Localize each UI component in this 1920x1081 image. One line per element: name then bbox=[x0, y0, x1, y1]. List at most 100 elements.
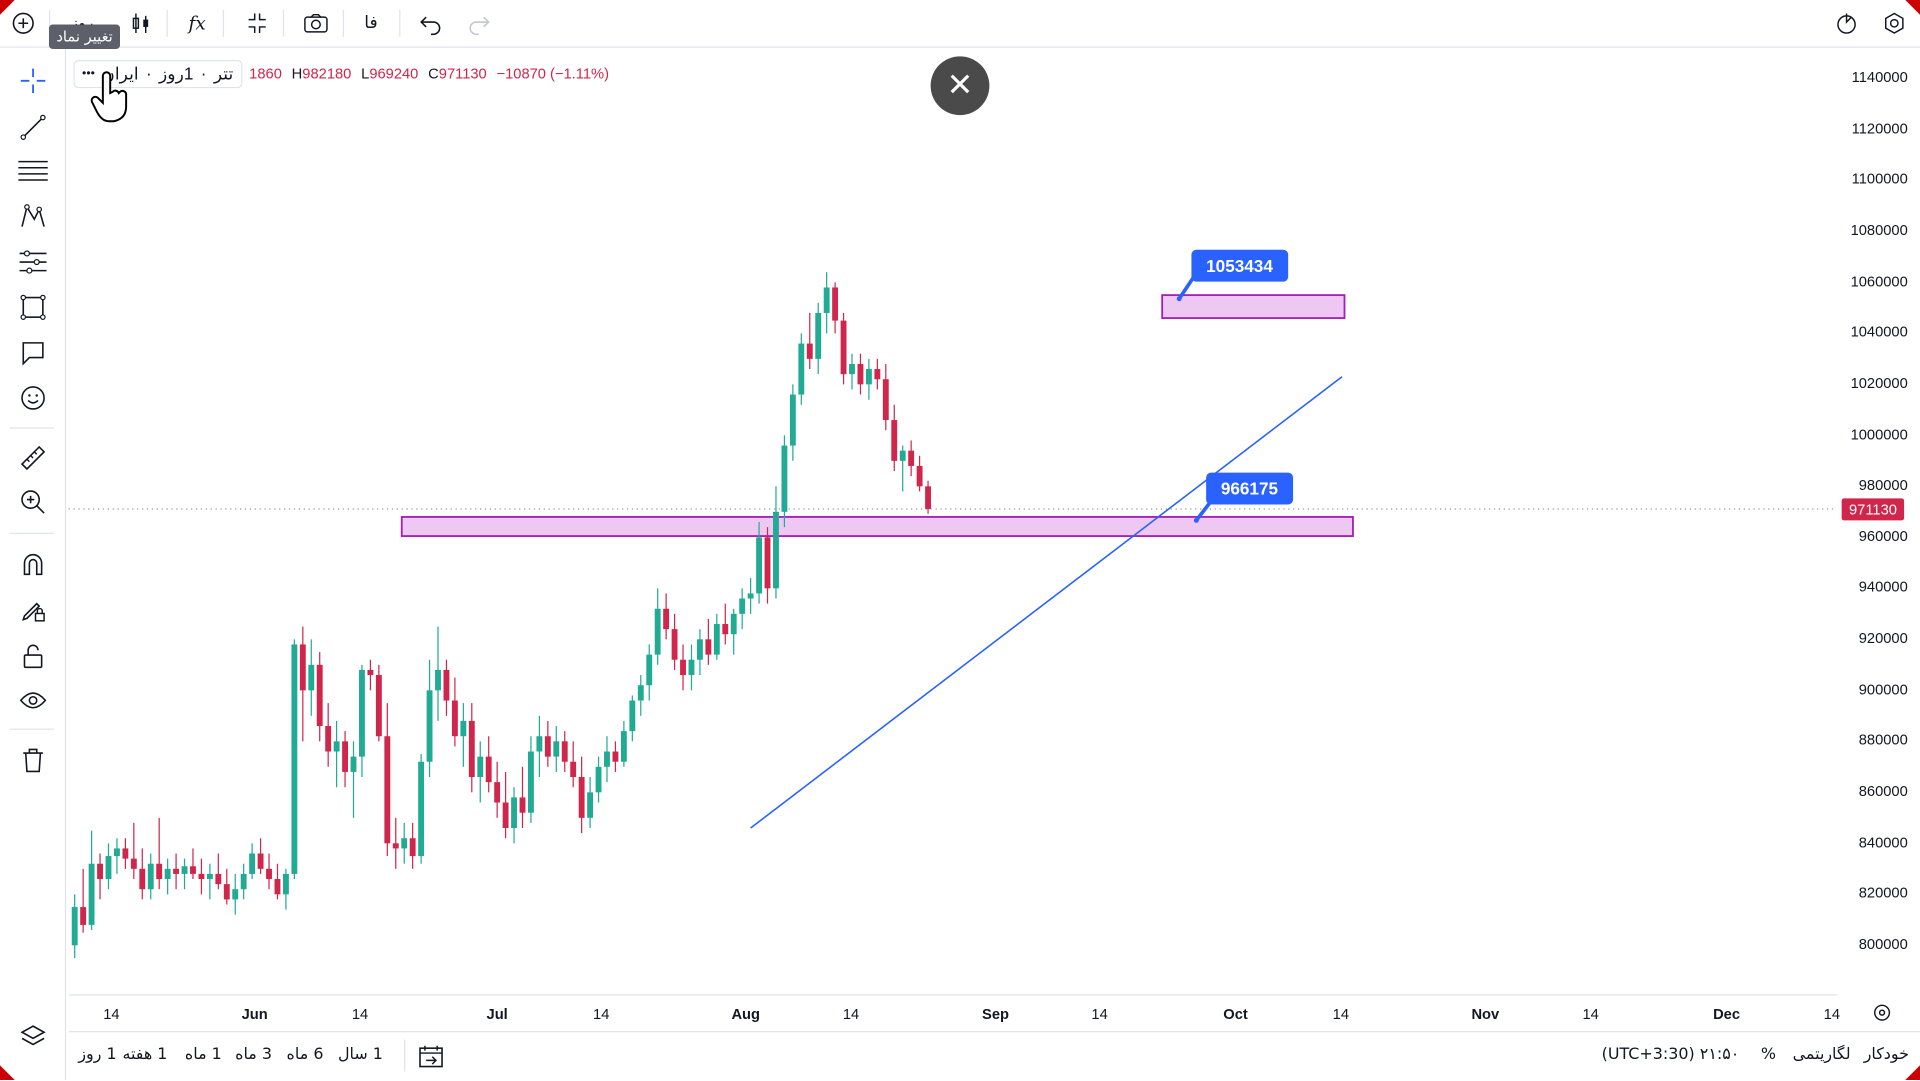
range-1y[interactable]: 1 سال bbox=[337, 1045, 383, 1065]
candle bbox=[164, 858, 171, 895]
symbol-tooltip: تغییر نماد bbox=[48, 24, 121, 49]
percent-toggle[interactable]: % bbox=[1760, 1045, 1776, 1065]
candle bbox=[105, 843, 112, 890]
language-button[interactable]: فا bbox=[354, 6, 388, 40]
timezone[interactable]: (UTC+3:30) ۲۱:۵۰ bbox=[1601, 1045, 1740, 1065]
time-tick-label: 14 bbox=[1823, 1005, 1841, 1023]
candle bbox=[249, 843, 256, 880]
high-value: 982180 bbox=[302, 64, 352, 83]
range-1w[interactable]: 1 هفته bbox=[122, 1045, 168, 1065]
candle bbox=[350, 741, 357, 818]
price-tick-label: 960000 bbox=[1858, 527, 1908, 545]
undo-icon[interactable] bbox=[414, 6, 448, 40]
log-toggle[interactable]: لگاریتمی bbox=[1792, 1045, 1851, 1065]
candlestick-chart[interactable] bbox=[68, 49, 1837, 994]
candle bbox=[147, 853, 154, 900]
range-3m[interactable]: 3 ماه bbox=[235, 1045, 273, 1065]
time-tick-label: Sep bbox=[982, 1005, 1009, 1023]
candle bbox=[299, 626, 306, 742]
price-axis[interactable]: 1140000 1120000 1100000 1080000 1060000 10400… bbox=[1837, 49, 1920, 994]
plus-circle-icon[interactable] bbox=[6, 6, 40, 40]
lock-drawing-icon[interactable] bbox=[15, 591, 52, 628]
candle bbox=[713, 613, 720, 660]
candle bbox=[384, 703, 391, 857]
trendline-tool-icon[interactable] bbox=[15, 109, 52, 146]
alert-icon[interactable] bbox=[1829, 6, 1863, 40]
time-axis[interactable]: 14 Jun 14 Jul 14 Aug 14 Sep 14 Oct 14 Nov 14 Dec 14 bbox=[68, 994, 1841, 1032]
price-tick-label: 1000000 bbox=[1850, 425, 1908, 443]
range-1m[interactable]: 1 ماه bbox=[184, 1045, 222, 1065]
auto-toggle[interactable]: خودکار bbox=[1863, 1045, 1909, 1065]
candle bbox=[553, 726, 560, 772]
compare-icon[interactable] bbox=[240, 6, 274, 40]
settings-icon[interactable] bbox=[1877, 6, 1911, 40]
price-tick-label: 800000 bbox=[1858, 935, 1908, 953]
date-range-icon[interactable] bbox=[416, 1042, 445, 1076]
zone-rectangle[interactable] bbox=[1161, 294, 1346, 319]
price-callout-upper[interactable]: 1053434 bbox=[1191, 249, 1288, 282]
magnet-icon[interactable] bbox=[15, 546, 52, 583]
close-button[interactable]: ✕ bbox=[930, 56, 990, 116]
eye-icon[interactable] bbox=[15, 682, 52, 719]
axis-settings-icon[interactable] bbox=[1871, 1002, 1893, 1029]
candle bbox=[908, 440, 915, 477]
chart-legend: تتر · 1روز · ایران ••• 1860 H982180 L969… bbox=[73, 59, 609, 88]
price-tick-label: 1120000 bbox=[1851, 119, 1908, 137]
pattern-tool-icon[interactable] bbox=[15, 198, 52, 235]
candle bbox=[392, 817, 399, 869]
candle bbox=[798, 333, 805, 405]
candle bbox=[815, 302, 822, 375]
candle bbox=[747, 578, 754, 614]
time-tick-label: 14 bbox=[593, 1005, 610, 1023]
candle bbox=[773, 486, 779, 599]
candle bbox=[722, 603, 729, 645]
zoom-in-icon[interactable] bbox=[15, 484, 52, 521]
ruler-icon[interactable] bbox=[15, 440, 52, 477]
trendline[interactable] bbox=[750, 376, 1343, 829]
legend-interval: 1روز bbox=[159, 63, 194, 83]
candle bbox=[882, 363, 889, 431]
candle bbox=[367, 659, 374, 691]
layers-icon[interactable] bbox=[15, 1019, 52, 1056]
shape-tool-icon[interactable] bbox=[15, 289, 52, 326]
chart-pane[interactable] bbox=[68, 49, 1837, 994]
candle bbox=[215, 853, 222, 890]
candle bbox=[561, 731, 568, 772]
candle bbox=[899, 445, 906, 492]
trash-icon[interactable] bbox=[15, 742, 52, 779]
candle bbox=[764, 527, 771, 604]
function-icon[interactable]: fx bbox=[188, 12, 206, 35]
candle bbox=[468, 703, 475, 793]
candle bbox=[206, 863, 213, 900]
candle bbox=[477, 741, 484, 803]
zone-rectangle[interactable] bbox=[400, 516, 1354, 537]
candle bbox=[122, 838, 129, 869]
time-tick-label: Dec bbox=[1713, 1005, 1741, 1023]
forecast-tool-icon[interactable] bbox=[15, 244, 52, 281]
text-tool-icon[interactable] bbox=[15, 334, 52, 371]
crosshair-icon[interactable] bbox=[15, 62, 52, 99]
more-dots-icon[interactable]: ••• bbox=[82, 66, 95, 81]
candle bbox=[739, 588, 746, 630]
fib-tool-icon[interactable] bbox=[15, 153, 52, 190]
candle bbox=[578, 756, 585, 834]
price-callout-lower[interactable]: 966175 bbox=[1206, 472, 1293, 505]
range-1d[interactable]: 1 روز bbox=[78, 1045, 117, 1065]
unlock-icon[interactable] bbox=[15, 638, 52, 675]
candle bbox=[680, 644, 686, 691]
candle bbox=[240, 863, 247, 900]
time-tick-label: 14 bbox=[351, 1005, 369, 1023]
camera-icon[interactable] bbox=[299, 6, 333, 40]
candle bbox=[291, 639, 298, 880]
candle bbox=[620, 720, 627, 767]
emoji-tool-icon[interactable] bbox=[15, 380, 52, 417]
candle bbox=[857, 353, 864, 395]
price-tick-label: 1100000 bbox=[1851, 170, 1908, 188]
window-corner bbox=[1905, 0, 1920, 15]
range-6m[interactable]: 6 ماه bbox=[286, 1045, 324, 1065]
window-corner bbox=[0, 1065, 15, 1081]
candle bbox=[789, 384, 796, 461]
candles-icon[interactable] bbox=[124, 6, 158, 40]
symbol-selector[interactable]: تتر · 1روز · ایران ••• bbox=[73, 59, 242, 88]
redo-icon[interactable] bbox=[462, 6, 496, 40]
